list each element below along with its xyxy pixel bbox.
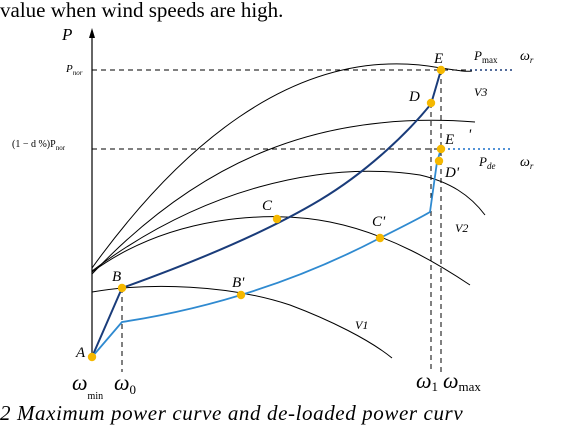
curve-v3-upper bbox=[91, 63, 473, 269]
label-e: E bbox=[433, 51, 443, 67]
labels: P Pnor (1 − d %)Pnor A B B' C C' D D' E … bbox=[12, 25, 534, 402]
v2-label: V2 bbox=[455, 221, 468, 235]
body-text-fragment: value when wind speeds are high. bbox=[0, 0, 284, 22]
deload-tick-label: (1 − d %)Pnor bbox=[12, 139, 66, 152]
point-c bbox=[272, 214, 282, 224]
point-c-prime bbox=[375, 233, 385, 243]
label-a: A bbox=[75, 345, 86, 361]
label-e-prime-tick: ' bbox=[468, 127, 472, 143]
omega-r-top-label: ωr bbox=[520, 49, 534, 65]
figure-caption: 2 Maximum power curve and de-loaded powe… bbox=[0, 401, 464, 425]
pde-label: Pde bbox=[478, 154, 495, 171]
curve-v2 bbox=[91, 216, 471, 286]
v1-label: V1 bbox=[355, 318, 368, 332]
curve-mid bbox=[91, 170, 486, 272]
label-e-prime: E bbox=[444, 132, 454, 148]
label-b-prime: B' bbox=[232, 275, 245, 291]
axes bbox=[89, 28, 95, 357]
label-b: B bbox=[112, 269, 121, 285]
reference-lines bbox=[92, 69, 470, 372]
point-a bbox=[87, 352, 97, 362]
point-b-prime bbox=[236, 290, 246, 300]
point-b bbox=[117, 283, 127, 293]
point-d-prime bbox=[434, 156, 444, 166]
pnor-tick-label: Pnor bbox=[65, 63, 83, 77]
y-axis-label: P bbox=[61, 25, 72, 44]
deloaded-power-curve bbox=[91, 148, 442, 358]
curve-v1 bbox=[91, 285, 393, 359]
y-axis-arrow bbox=[89, 28, 95, 38]
point-d bbox=[426, 98, 436, 108]
pmax-label: Pmax bbox=[473, 48, 498, 65]
omega-r-mid-label: ωr bbox=[520, 155, 534, 171]
point-e bbox=[436, 65, 446, 75]
operating-points bbox=[87, 65, 446, 362]
point-e-prime bbox=[436, 144, 446, 154]
curve-deload-upper bbox=[91, 119, 476, 275]
w-min-label: ωmin bbox=[72, 370, 103, 402]
v3-label: V3 bbox=[474, 85, 487, 99]
label-c-prime: C' bbox=[372, 214, 386, 230]
w0-label: ω0 bbox=[114, 370, 136, 397]
label-c: C bbox=[262, 198, 273, 214]
wind-power-curves bbox=[91, 63, 486, 359]
label-d: D bbox=[408, 89, 420, 105]
wmax-label: ωmax bbox=[443, 368, 481, 394]
maximum-power-curve bbox=[91, 69, 442, 358]
label-d-prime: D' bbox=[444, 165, 460, 181]
w1-label: ω1 bbox=[416, 368, 438, 394]
